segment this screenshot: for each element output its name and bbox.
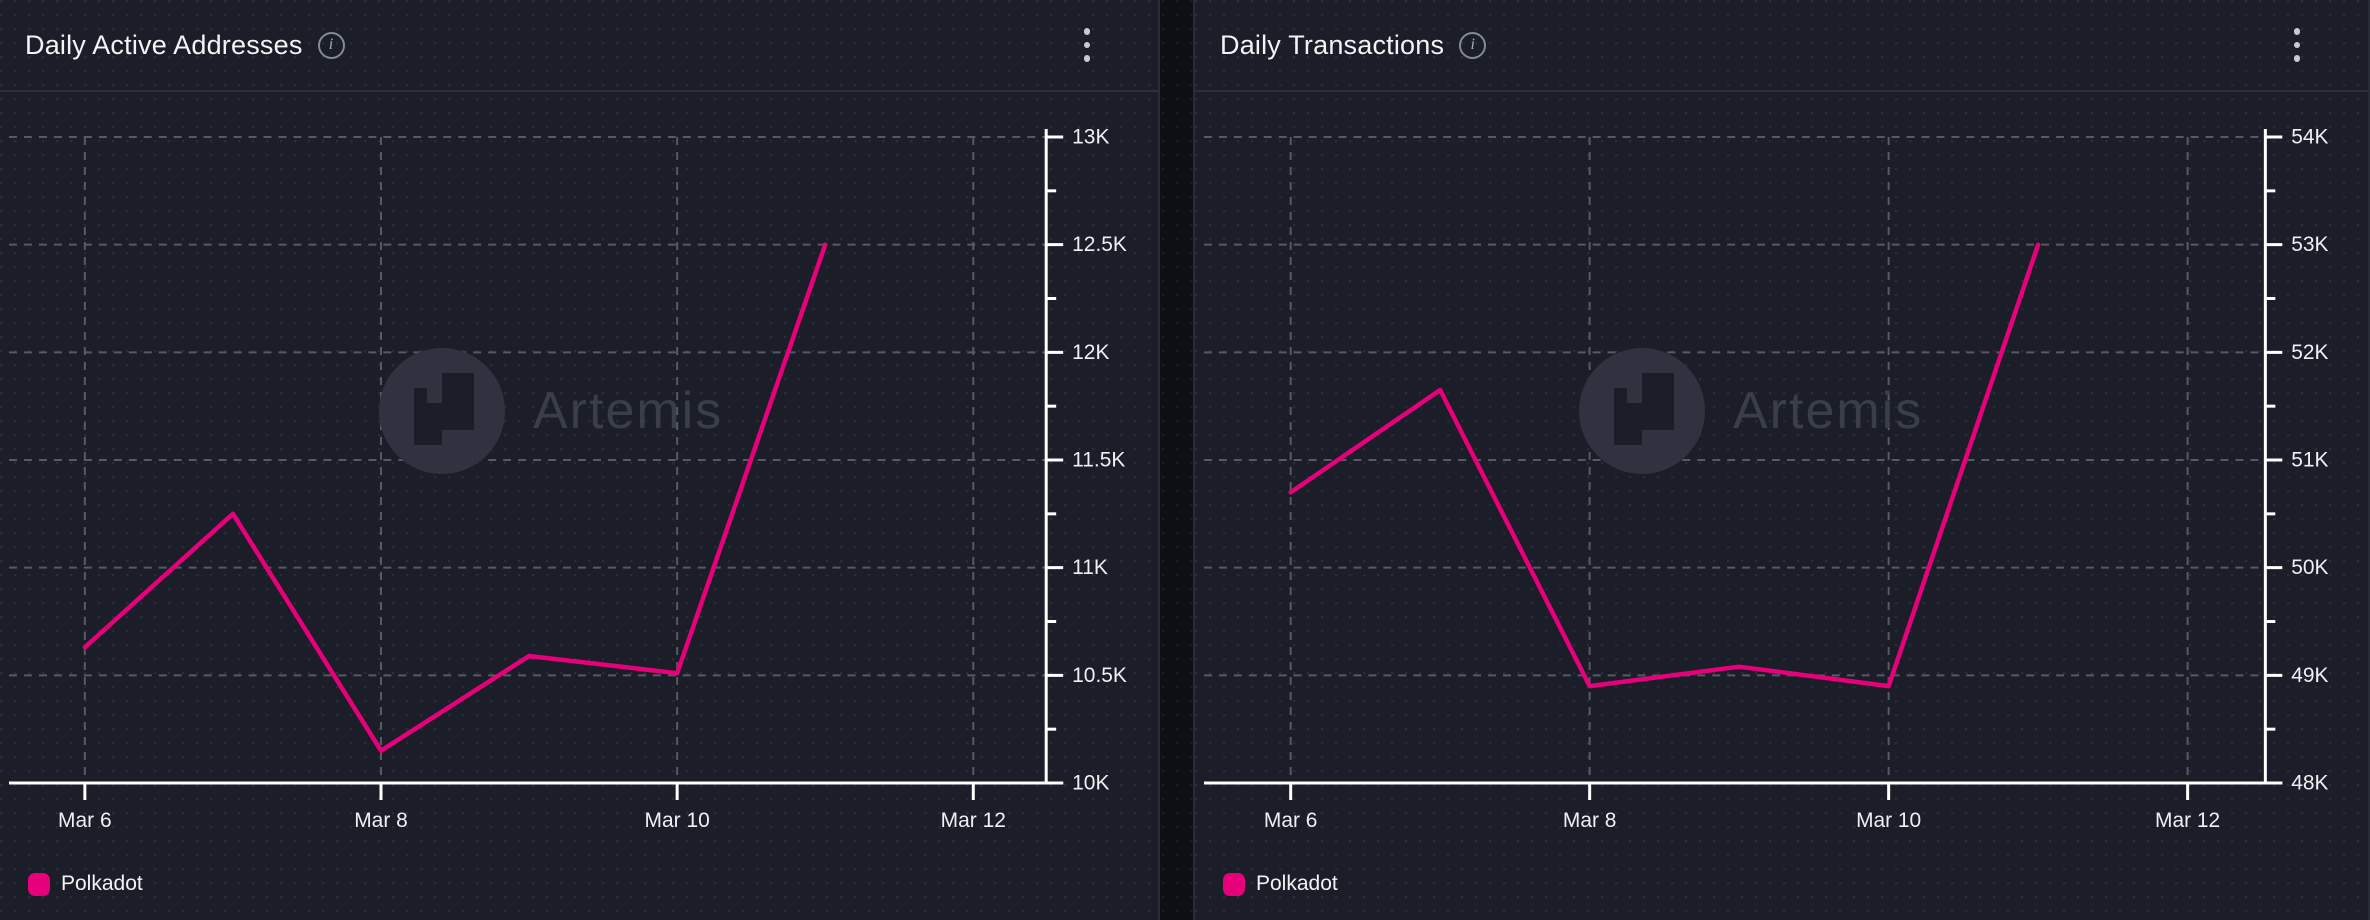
panel-title: Daily Active Addresses <box>25 29 303 60</box>
kebab-dot <box>1083 55 1090 62</box>
svg-text:Mar 6: Mar 6 <box>58 809 112 832</box>
chart-area: 13K 12.5K 12K 11.5K 11K 10.5K 10K Mar 6 Mar 8 Mar… <box>0 92 1158 844</box>
svg-text:53K: 53K <box>2291 233 2328 256</box>
svg-text:13K: 13K <box>1072 125 1109 148</box>
svg-text:Mar 12: Mar 12 <box>941 809 1006 832</box>
line-chart: 54K 53K 52K 51K 50K 49K 48K Mar 6 Mar 8 Mar 10 Mar… <box>1203 125 2329 832</box>
kebab-menu-icon[interactable] <box>1078 22 1097 68</box>
svg-text:12K: 12K <box>1072 341 1109 364</box>
svg-text:54K: 54K <box>2291 125 2328 148</box>
chart-area: 54K 53K 52K 51K 50K 49K 48K Mar 6 Mar 8 Mar 10 Mar… <box>1195 92 2368 844</box>
kebab-dot <box>2293 41 2300 49</box>
legend-item-polkadot[interactable]: Polkadot <box>28 872 143 896</box>
svg-text:12.5K: 12.5K <box>1072 233 1127 256</box>
panel-title-group: Daily Active Addresses i <box>25 30 345 61</box>
svg-text:Mar 8: Mar 8 <box>1563 809 1616 832</box>
info-icon[interactable]: i <box>1459 31 1487 59</box>
panel-title: Daily Transactions <box>1220 29 1445 60</box>
panel-daily-active-addresses: Daily Active Addresses i 13K 12.5K 12K 11.5… <box>0 0 1160 920</box>
svg-text:Mar 10: Mar 10 <box>1856 809 1921 832</box>
kebab-dot <box>1083 28 1090 35</box>
svg-text:51K: 51K <box>2291 448 2328 471</box>
kebab-menu-icon[interactable] <box>2288 22 2307 68</box>
svg-text:10.5K: 10.5K <box>1072 664 1127 687</box>
legend-item-polkadot[interactable]: Polkadot <box>1223 872 1338 896</box>
kebab-dot <box>2293 55 2300 62</box>
info-icon[interactable]: i <box>317 31 345 59</box>
svg-text:Mar 6: Mar 6 <box>1264 809 1317 832</box>
svg-text:48K: 48K <box>2291 771 2328 794</box>
panel-daily-transactions: Daily Transactions i 54K 53K 52K 51K 50K 49K 4… <box>1193 0 2370 920</box>
line-chart: 13K 12.5K 12K 11.5K 11K 10.5K 10K Mar 6 Mar 8 Mar… <box>8 125 1127 832</box>
svg-text:Mar 8: Mar 8 <box>354 809 408 832</box>
svg-text:52K: 52K <box>2291 341 2328 364</box>
legend-label: Polkadot <box>61 872 143 895</box>
svg-text:10K: 10K <box>1072 771 1109 794</box>
legend-label: Polkadot <box>1256 872 1338 895</box>
panel-title-group: Daily Transactions i <box>1220 29 1487 61</box>
svg-text:Mar 10: Mar 10 <box>645 809 710 832</box>
legend-color-chip <box>28 872 50 896</box>
svg-text:49K: 49K <box>2291 664 2328 687</box>
svg-text:Mar 12: Mar 12 <box>2155 809 2220 832</box>
kebab-dot <box>2293 28 2300 35</box>
legend-color-chip <box>1223 872 1245 896</box>
svg-text:11K: 11K <box>1072 556 1108 579</box>
svg-text:50K: 50K <box>2291 556 2328 579</box>
panel-header: Daily Active Addresses i <box>0 0 1158 92</box>
panel-header: Daily Transactions i <box>1195 0 2368 92</box>
kebab-dot <box>1083 41 1090 49</box>
svg-text:11.5K: 11.5K <box>1072 448 1125 471</box>
